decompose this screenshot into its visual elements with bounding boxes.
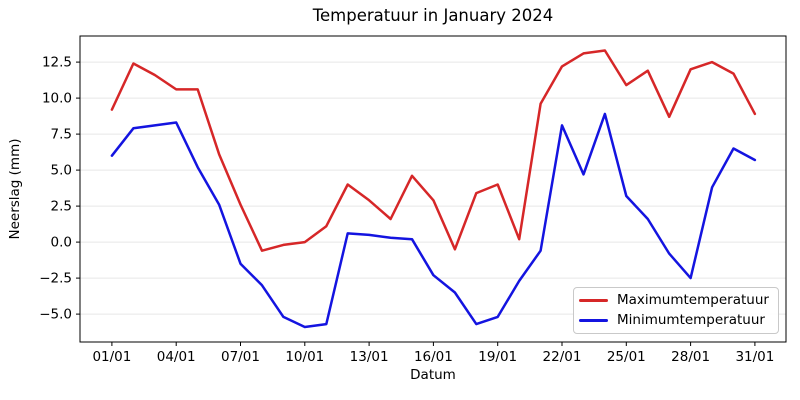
- series-lines: [110, 49, 757, 329]
- chart-title: Temperatuur in January 2024: [312, 6, 554, 25]
- x-tick-label: 22/01: [543, 349, 582, 365]
- x-tick-label: 13/01: [350, 349, 389, 365]
- y-tick-label: 10.0: [42, 91, 72, 107]
- legend-label-max: Maximumtemperatuur: [617, 292, 769, 308]
- x-tick-label: 25/01: [607, 349, 646, 365]
- y-tick-label: −5.0: [39, 307, 72, 323]
- y-axis-label: Neerslag (mm): [7, 138, 23, 240]
- y-tick-label: 7.5: [51, 127, 72, 143]
- legend-item-max: Maximumtemperatuur: [579, 292, 778, 308]
- legend: Maximumtemperatuur Minimumtemperatuur: [573, 287, 779, 334]
- gridlines: [80, 61, 786, 315]
- y-tick-label: 5.0: [51, 163, 72, 179]
- y-tick-label: −2.5: [39, 271, 72, 287]
- x-tick-label: 04/01: [157, 349, 196, 365]
- x-tick-label: 19/01: [478, 349, 517, 365]
- x-tick-label: 31/01: [735, 349, 774, 365]
- legend-line-min: [579, 318, 608, 322]
- x-axis-label: Datum: [410, 367, 456, 383]
- line-minimumtemperatuur: [110, 112, 757, 329]
- y-tick-label: 2.5: [51, 199, 72, 215]
- legend-item-min: Minimumtemperatuur: [579, 311, 778, 328]
- y-tick-label: 0.0: [51, 235, 72, 251]
- axes: 12.5 10.0 7.5 5.0 2.5 0.0 −2.5 −5.0 01/01 04/01 07…: [39, 35, 787, 365]
- x-tick-label: 01/01: [92, 349, 131, 365]
- line-maximumtemperatuur: [110, 49, 757, 252]
- legend-label-min: Minimumtemperatuur: [617, 311, 765, 328]
- x-tick-label: 07/01: [221, 349, 260, 365]
- x-tick-label: 28/01: [671, 349, 710, 365]
- x-tick-label: 16/01: [414, 349, 453, 365]
- x-tick-label: 10/01: [285, 349, 324, 365]
- legend-line-max: [579, 299, 608, 303]
- y-tick-label: 12.5: [42, 55, 72, 71]
